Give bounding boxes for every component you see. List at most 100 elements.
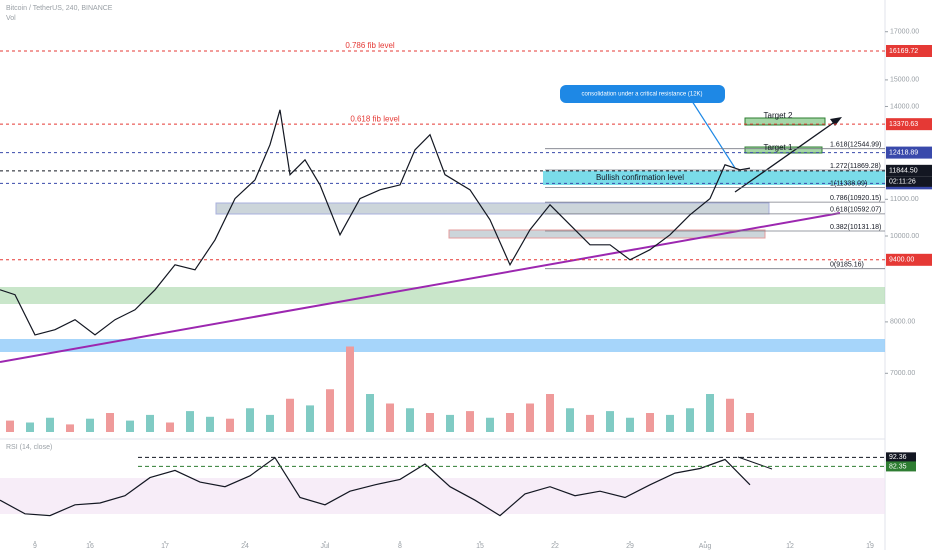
resistance-zone: [448, 229, 766, 239]
volume-bar: [206, 416, 214, 432]
rsi-tag-label: 92.36: [889, 454, 907, 461]
rsi-tag-label: 82.35: [889, 463, 907, 470]
annotation: 0.618 fib level: [350, 114, 400, 123]
volume-bar: [606, 411, 614, 432]
rsi-arrow: [737, 456, 773, 470]
x-tick-label: 19: [866, 543, 874, 550]
series-line: [0, 109, 751, 336]
volume-bar: [406, 408, 414, 432]
price-tag-label: 12418.89: [889, 149, 918, 156]
volume-bar: [246, 408, 254, 432]
volume-bar: [446, 414, 454, 432]
volume-bar: [346, 346, 354, 432]
y-tick-label: 17000.00: [890, 29, 919, 36]
countdown: 02:11:26: [889, 179, 916, 186]
volume-bar: [626, 417, 634, 432]
series-line: [0, 456, 751, 517]
volume-bar: [326, 389, 334, 432]
volume-bar: [686, 408, 694, 432]
price-tag: [886, 118, 932, 131]
price-tag-label: 16169.72: [889, 48, 918, 55]
volume-bar: [306, 405, 314, 432]
x-tick-label: Jul: [321, 543, 330, 550]
volume-bar: [106, 413, 114, 432]
y-tick-label: 8000.00: [890, 319, 915, 326]
volume-bar: [426, 413, 434, 432]
x-tick-label: 9: [33, 543, 37, 550]
volume-bar: [366, 394, 374, 432]
price-tag: [886, 164, 932, 177]
price-tag-label: 9400.00: [889, 257, 914, 264]
annotation: Bullish confirmation level: [596, 173, 684, 182]
y-tick-label: 10000.00: [890, 233, 919, 240]
volume-bar: [526, 403, 534, 432]
fib-label: 1.272(11869.28): [830, 163, 881, 170]
volume-bar: [646, 413, 654, 432]
volume-bar: [126, 420, 134, 432]
target-box: [744, 117, 826, 126]
volume-bar: [666, 414, 674, 432]
volume-bar: [146, 414, 154, 432]
support-zone: [0, 339, 885, 352]
rsi-tag: [886, 452, 916, 463]
volume-bar: [506, 413, 514, 432]
volume-bar: [226, 418, 234, 432]
x-tick-label: Aug: [699, 543, 712, 550]
x-tick-label: 17: [161, 543, 169, 550]
x-tick-label: 12: [786, 543, 794, 550]
x-tick-label: 24: [241, 543, 249, 550]
price-tag-label: 11844.50: [889, 168, 918, 175]
callout: [560, 85, 725, 103]
x-tick-label: 16: [86, 543, 94, 550]
callout-pointer: [689, 97, 736, 169]
volume-bar: [486, 417, 494, 432]
volume-bar: [6, 420, 14, 432]
fib-label: 0.618(10592.07): [830, 207, 881, 214]
price-tag: [886, 44, 932, 57]
price-tag: [886, 146, 932, 159]
price-tag: [886, 253, 932, 266]
volume-bar: [166, 422, 174, 432]
y-tick-label: 11000.00: [890, 196, 919, 203]
fib-label: 1(11338.09): [830, 180, 867, 187]
annotation: Target 1: [764, 143, 793, 152]
volume-bar: [566, 408, 574, 432]
volume-bar: [706, 394, 714, 432]
volume-bar: [86, 418, 94, 432]
annotation: 0.786 fib level: [345, 41, 395, 50]
volume-bar: [466, 411, 474, 432]
arrow: [734, 120, 837, 193]
support-zone: [0, 287, 885, 304]
volume-bar: [726, 398, 734, 432]
annotation: consolidation under a critical resistanc…: [581, 92, 702, 98]
target-box: [744, 146, 823, 154]
volume-bar: [26, 422, 34, 432]
volume-bar: [386, 403, 394, 432]
y-tick-label: 15000.00: [890, 77, 919, 84]
resistance-zone: [215, 202, 770, 215]
volume-bar: [186, 411, 194, 432]
x-tick-label: 15: [476, 543, 484, 550]
y-tick-label: 14000.00: [890, 103, 919, 110]
fib-label: 0(9185.16): [830, 262, 864, 269]
arrow-head: [830, 117, 842, 126]
x-tick-label: 29: [626, 543, 634, 550]
volume-bar: [586, 414, 594, 432]
confirmation-zone: [543, 171, 885, 185]
price-tag-label: 13370.63: [889, 121, 918, 128]
volume-bar: [46, 417, 54, 432]
fib-label: 0.786(10920.15): [830, 195, 881, 202]
fib-label: 0.382(10131.18): [830, 224, 881, 231]
annotation: Target 2: [764, 111, 793, 120]
volume-bar: [286, 398, 294, 432]
volume-bar: [746, 413, 754, 432]
volume-bar: [66, 424, 74, 432]
trend-line: [0, 212, 841, 363]
volume-bar: [546, 394, 554, 432]
y-tick-label: 7000.00: [890, 370, 915, 377]
x-tick-label: 22: [551, 543, 559, 550]
rsi-title: RSI (14, close): [6, 444, 52, 451]
fib-label: 1.618(12544.99): [830, 142, 881, 149]
